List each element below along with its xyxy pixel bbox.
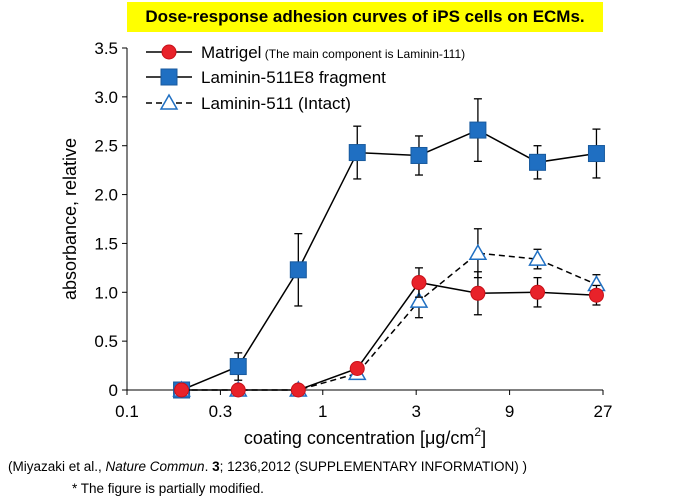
y-tick-label: 3.5 bbox=[94, 39, 118, 58]
legend-label: Laminin-511E8 fragment bbox=[201, 68, 386, 87]
data-point bbox=[468, 243, 488, 260]
data-point bbox=[411, 275, 427, 291]
series-line bbox=[181, 252, 597, 391]
data-point bbox=[470, 285, 486, 301]
y-tick-label: 3.0 bbox=[94, 88, 118, 107]
legend-label: Matrigel (The main component is Laminin-… bbox=[201, 43, 465, 62]
legend-marker bbox=[161, 44, 177, 60]
legend-label: Laminin-511 (Intact) bbox=[201, 94, 351, 113]
y-tick-label: 2.5 bbox=[94, 137, 118, 156]
data-point bbox=[349, 361, 365, 377]
data-point bbox=[528, 249, 547, 266]
source-dot: . bbox=[204, 459, 213, 474]
legend-marker bbox=[160, 68, 178, 86]
data-point bbox=[588, 287, 604, 303]
series-circle bbox=[174, 267, 604, 398]
legend-marker bbox=[159, 93, 179, 110]
chart-title-box: Dose-response adhesion curves of iPS cel… bbox=[127, 2, 603, 32]
y-tick-label: 2.0 bbox=[94, 186, 118, 205]
x-tick-label: 1 bbox=[318, 402, 327, 421]
series-line bbox=[181, 281, 597, 391]
y-tick-label: 0 bbox=[109, 381, 118, 400]
y-tick-label: 0.5 bbox=[94, 332, 118, 351]
data-point bbox=[469, 121, 487, 139]
x-axis-label: coating concentration [μg/cm2] bbox=[244, 425, 486, 448]
y-axis-label: absorbance, relative bbox=[60, 138, 80, 300]
data-point bbox=[230, 382, 246, 398]
x-tick-label: 0.3 bbox=[209, 402, 233, 421]
series-square bbox=[173, 98, 605, 399]
data-point bbox=[229, 358, 247, 376]
source-journal: Nature Commun bbox=[105, 459, 205, 474]
chart-title: Dose-response adhesion curves of iPS cel… bbox=[145, 7, 585, 26]
x-tick-label: 9 bbox=[505, 402, 514, 421]
y-tick-label: 1.5 bbox=[94, 234, 118, 253]
x-tick-label: 27 bbox=[594, 402, 613, 421]
series-line bbox=[181, 129, 597, 391]
data-series bbox=[172, 98, 606, 399]
data-point bbox=[290, 382, 306, 398]
data-point bbox=[587, 145, 605, 163]
data-point bbox=[410, 146, 428, 164]
modification-note: * The figure is partially modified. bbox=[72, 481, 264, 496]
x-tick-label: 3 bbox=[411, 402, 420, 421]
source-prefix: (Miyazaki et al., bbox=[8, 459, 106, 474]
source-rest: ; 1236,2012 (SUPPLEMENTARY INFORMATION) … bbox=[219, 459, 527, 474]
source-volume: 3 bbox=[212, 459, 220, 474]
y-tick-label: 1.0 bbox=[94, 283, 118, 302]
x-tick-label: 0.1 bbox=[115, 402, 139, 421]
data-point bbox=[348, 144, 366, 162]
data-point bbox=[530, 284, 546, 300]
axes: 0 0.5 1.0 1.5 2.0 2.5 3.0 3.5 0.1 0.3 1 3 9 27 absorba… bbox=[60, 39, 612, 448]
legend: Matrigel (The main component is Laminin-… bbox=[146, 43, 465, 113]
data-point bbox=[289, 261, 307, 279]
dose-response-chart: 0 0.5 1.0 1.5 2.0 2.5 3.0 3.5 0.1 0.3 1 3 9 27 absorba… bbox=[60, 39, 612, 448]
data-point bbox=[529, 153, 547, 171]
data-point bbox=[409, 291, 429, 308]
source-citation: (Miyazaki et al., Nature Commun. 3; 1236… bbox=[8, 459, 527, 474]
data-point bbox=[174, 382, 190, 398]
